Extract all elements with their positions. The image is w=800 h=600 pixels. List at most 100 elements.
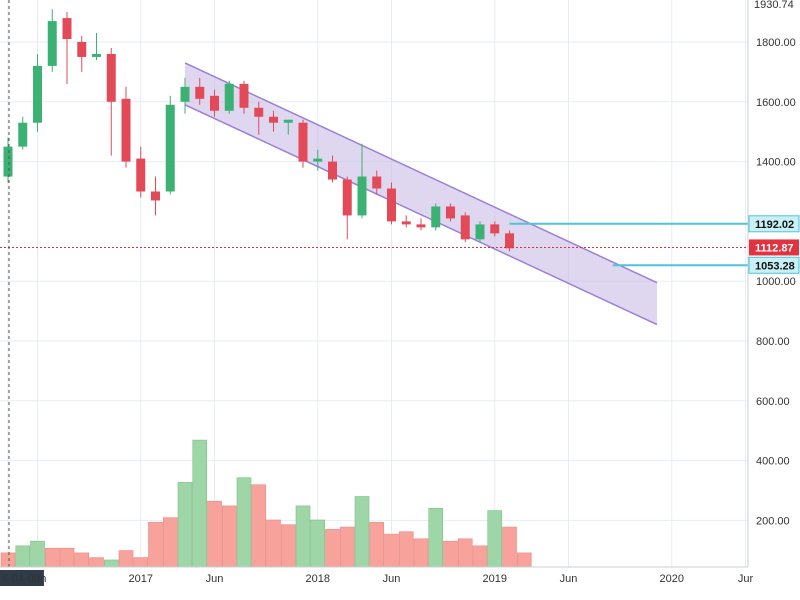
volume-bar (103, 559, 119, 568)
candle-body (446, 206, 455, 219)
time-cursor-badge (0, 570, 44, 586)
volume-bar (502, 526, 517, 568)
volume-bar (487, 510, 503, 568)
candle-body (269, 116, 278, 123)
candle-body (387, 188, 396, 222)
candle-body (328, 161, 337, 180)
candle-body (151, 191, 160, 201)
price-tag (749, 239, 799, 256)
candle-body (313, 158, 323, 162)
volume-bar (384, 533, 399, 568)
time-tick-label: Jun (29, 573, 47, 585)
volume-bar (74, 552, 90, 568)
price-tags: 1192.02 1112.87 1053.28 (748, 215, 800, 274)
price-tag-label: 1192.02 (755, 219, 794, 231)
time-tick-label: 2018 (306, 573, 330, 585)
price-tick-label: 1400.00 (756, 157, 796, 169)
candle-body (121, 98, 131, 162)
candle-body (33, 65, 42, 123)
candle-body (92, 53, 101, 57)
channel-upper-line (184, 62, 658, 284)
candle-body (62, 18, 72, 40)
volume-bar (162, 517, 178, 568)
volume-bar (428, 507, 444, 568)
volume-bar (369, 522, 385, 568)
candle-body (254, 107, 264, 117)
volume-bar (15, 545, 31, 568)
volume-bar (59, 547, 75, 568)
price-tick-label: 1000.00 (756, 276, 796, 288)
volume-bar (192, 439, 208, 568)
candle-body (239, 83, 249, 108)
volume-bar (177, 482, 193, 568)
price-tick-label: 600.00 (756, 396, 790, 408)
volume-bar (207, 500, 222, 568)
volume-bar (266, 519, 281, 568)
candle-body (401, 221, 411, 225)
time-tick-label: 6-04-03 (2, 573, 40, 585)
time-tick-label: Jun (560, 573, 578, 585)
volume-bar (516, 552, 532, 568)
volume-bar (133, 557, 149, 568)
price-axis-panel[interactable] (748, 0, 800, 600)
volume-bars (0, 439, 532, 568)
candle-body (505, 233, 514, 249)
volume-bar (118, 550, 134, 568)
volume-bar (148, 522, 163, 568)
volume-bar (280, 524, 296, 568)
candle-body (475, 224, 485, 240)
candle-body (77, 42, 87, 57)
candle-body (136, 158, 146, 192)
time-tick-label: Jur (738, 573, 754, 585)
time-tick-label: Jun (383, 573, 401, 585)
volume-bar (0, 552, 16, 568)
candle-body (210, 95, 219, 111)
volume-bar (457, 538, 473, 568)
price-tag-label: 1112.87 (755, 242, 794, 254)
price-lines (0, 222, 748, 267)
volume-bar (310, 519, 326, 568)
candle-body (180, 86, 190, 102)
volume-bar (472, 545, 488, 568)
channel-lower-line (184, 104, 658, 326)
candle-body (431, 206, 441, 228)
price-tick-label: 800.00 (756, 336, 790, 348)
time-tick-label: Jun (206, 573, 224, 585)
volume-bar (30, 540, 45, 568)
candle-body (460, 215, 470, 240)
price-tag (748, 256, 800, 274)
time-tick-label: 2017 (129, 573, 153, 585)
candle-body (18, 122, 28, 147)
price-tag (748, 215, 800, 233)
price-axis-top-label: 1930.74 (754, 0, 794, 11)
candle-body (490, 224, 500, 234)
candle-body (195, 86, 205, 99)
time-tick-label: 2019 (483, 573, 507, 585)
price-tick-label: 200.00 (756, 515, 790, 527)
price-candles (3, 9, 514, 252)
candle-body (3, 146, 13, 177)
volume-bar (44, 547, 60, 568)
volume-bar (339, 526, 355, 568)
volume-bar (398, 531, 414, 568)
candle-body (357, 176, 367, 216)
candle-body (283, 119, 293, 123)
candle-body (298, 122, 308, 162)
time-tick-label: 2020 (660, 573, 684, 585)
candle-body (106, 53, 116, 102)
candle-body (165, 104, 175, 192)
price-tick-label: 400.00 (756, 456, 790, 468)
volume-bar (236, 477, 252, 568)
volume-bar (251, 484, 267, 568)
volume-bar (354, 496, 370, 568)
price-tick-label: 1600.00 (756, 97, 796, 109)
time-axis-panel[interactable] (0, 567, 748, 600)
volume-bar (295, 505, 311, 568)
price-axis: 1930.74 1800.00 1600.00 1400.00 1000.00 800.0… (754, 0, 796, 527)
candle-body (372, 176, 382, 189)
volume-bar (413, 538, 429, 568)
candle-body (416, 224, 426, 228)
